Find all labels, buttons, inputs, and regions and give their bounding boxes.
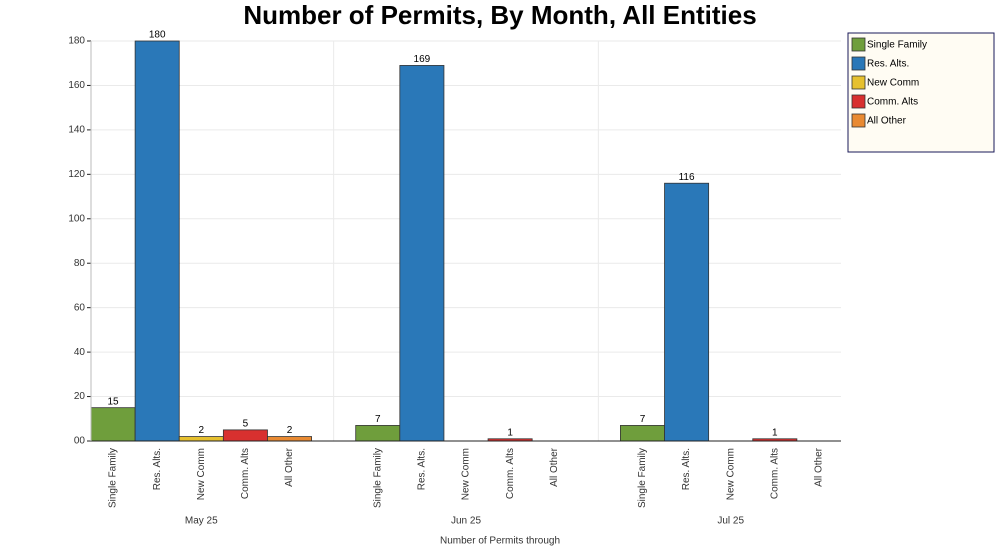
data-label: 180	[149, 30, 166, 41]
bar	[267, 436, 312, 442]
bar-series-label: All Other	[284, 447, 295, 487]
legend-label: Res. Alts.	[867, 59, 909, 70]
bar-series-label: Single Family	[637, 448, 648, 508]
y-tick-label: 160	[68, 80, 85, 91]
data-label: 1	[772, 427, 778, 438]
legend-label: All Other	[867, 116, 907, 127]
legend-swatch	[851, 56, 866, 71]
bar-series-label: All Other	[549, 447, 560, 487]
data-label: 1	[507, 427, 513, 438]
bar-series-label: Res. Alts.	[681, 448, 692, 490]
bar-series-label: Comm. Alts	[505, 448, 516, 499]
bar-series-label: New Comm	[461, 448, 472, 500]
bar	[134, 40, 180, 442]
x-axis-label: Number of Permits through	[440, 536, 560, 547]
bar	[178, 436, 224, 442]
bar-series-label: New Comm	[725, 448, 736, 500]
legend-label: Comm. Alts	[867, 97, 918, 108]
data-label: 2	[287, 425, 293, 436]
bar-series-label: Res. Alts.	[152, 448, 163, 490]
bar-series-label: Res. Alts.	[417, 448, 428, 490]
bar	[90, 407, 136, 442]
bar-series-label: Comm. Alts	[240, 448, 251, 499]
data-label: 5	[243, 419, 249, 430]
y-tick-label: 100	[68, 213, 85, 224]
y-tick-label: 60	[74, 302, 86, 313]
data-label: 116	[679, 172, 695, 183]
y-tick-label: 180	[68, 36, 85, 47]
x-category-label: Jun 25	[451, 516, 481, 527]
data-label: 169	[414, 54, 431, 65]
legend-label: New Comm	[867, 78, 919, 89]
data-label: 7	[375, 414, 381, 425]
bar-series-label: Single Family	[372, 448, 383, 508]
x-category-label: May 25	[185, 516, 218, 527]
bar	[620, 425, 665, 442]
bar-series-label: New Comm	[196, 448, 207, 500]
y-tick-label: 140	[68, 125, 85, 136]
bar	[355, 425, 401, 442]
x-category-label: Jul 25	[717, 516, 744, 527]
bar-series-label: Comm. Alts	[769, 448, 780, 499]
y-tick-label: 80	[74, 258, 86, 269]
data-label: 15	[107, 396, 119, 407]
bar-series-label: Single Family	[108, 448, 119, 508]
bar-series-label: All Other	[814, 447, 825, 487]
bar	[664, 182, 710, 442]
y-tick-label: 120	[68, 169, 85, 180]
bar	[222, 429, 268, 442]
y-tick-label: 00	[74, 436, 86, 447]
legend-swatch	[851, 75, 866, 90]
legend-swatch	[851, 113, 866, 128]
y-tick-label: 40	[74, 347, 86, 358]
legend-box	[847, 32, 995, 153]
chart-title: Number of Permits, By Month, All Entitie…	[243, 0, 756, 30]
bar	[399, 65, 445, 442]
legend-label: Single Family	[867, 40, 927, 51]
data-label: 2	[199, 425, 205, 436]
legend-swatch	[851, 94, 866, 109]
y-tick-label: 20	[74, 391, 86, 402]
legend-swatch	[851, 37, 866, 52]
data-label: 7	[640, 414, 646, 425]
